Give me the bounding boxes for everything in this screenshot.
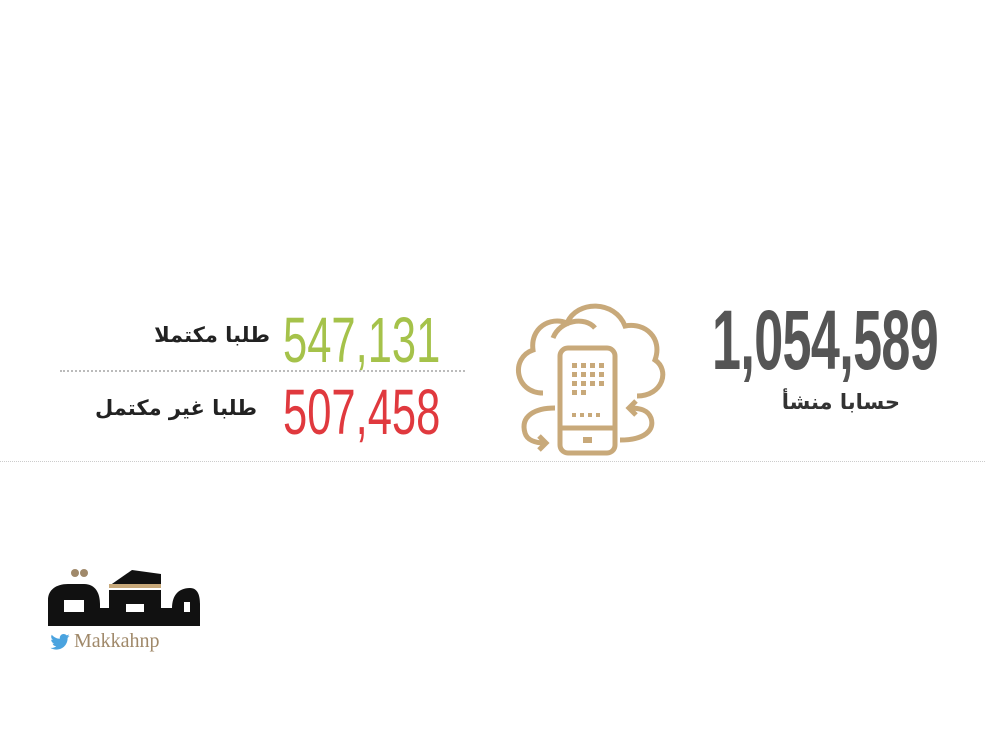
accounts-created-label: حسابا منشأ — [781, 390, 900, 414]
incomplete-requests-value: 507,458 — [283, 376, 441, 448]
cloud-phone-sync-icon — [516, 303, 666, 456]
makkah-logo — [48, 569, 200, 626]
twitter-icon — [50, 633, 70, 650]
accounts-created-value: 1,054,589 — [712, 293, 939, 387]
divider — [0, 461, 985, 462]
divider — [60, 370, 465, 372]
completed-requests-label: طلبا مكتملا — [154, 323, 270, 347]
incomplete-requests-label: طلبا غير مكتمل — [94, 396, 257, 420]
twitter-handle-text: Makkahnp — [74, 630, 160, 652]
completed-requests-value: 547,131 — [283, 304, 441, 376]
twitter-handle: Makkahnp — [50, 630, 160, 653]
